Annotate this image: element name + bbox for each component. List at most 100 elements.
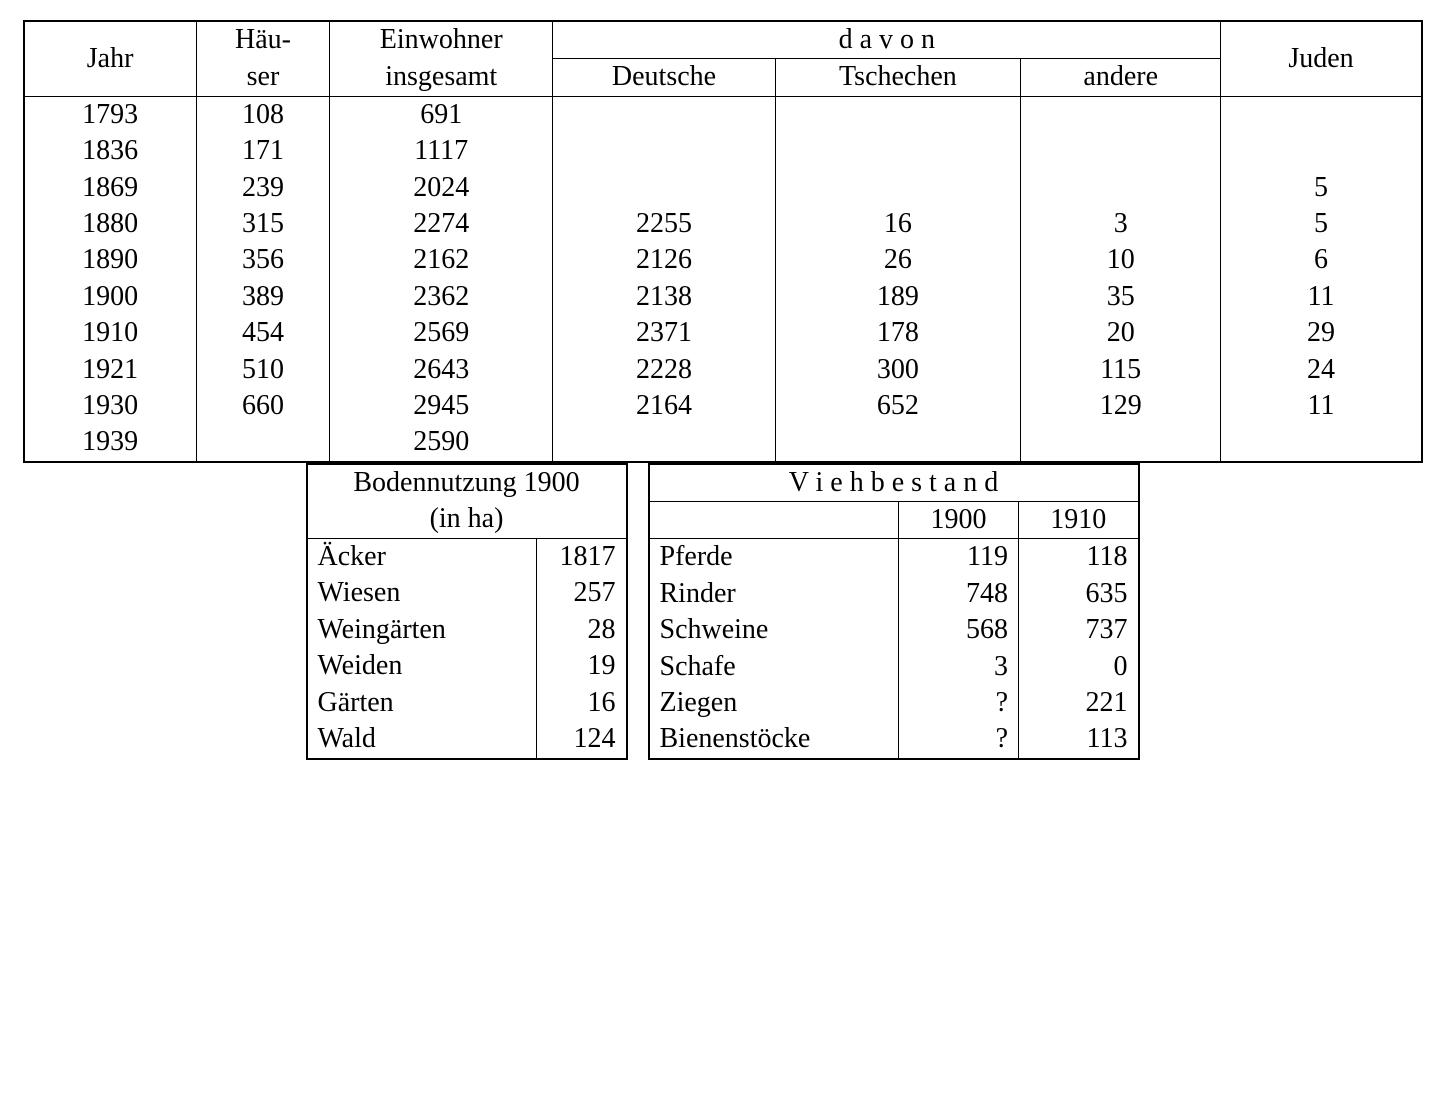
header-haeuser-2: ser [196, 59, 330, 96]
cell-einw: 2362 [330, 279, 553, 315]
table-row: 19215102643222830011524 [24, 352, 1422, 388]
boden-name: Gärten [307, 685, 537, 722]
boden-value: 257 [537, 575, 627, 612]
table-row: 1793108691 [24, 96, 1422, 133]
cell-jud [1221, 133, 1422, 169]
table-row: 1880315227422551635 [24, 206, 1422, 242]
cell-jud [1221, 96, 1422, 133]
cell-einw: 2945 [330, 388, 553, 424]
vieh-y1: 119 [899, 539, 1019, 576]
boden-title-row-2: (in ha) [307, 501, 627, 538]
header-juden: Juden [1221, 21, 1422, 96]
viehbestand-table: V i e h b e s t a n d 1900 1910 Pferde11… [648, 463, 1140, 760]
cell-tsch: 189 [775, 279, 1020, 315]
boden-title-1: Bodennutzung 1900 [307, 464, 627, 502]
header-haeuser-1: Häu- [196, 21, 330, 59]
cell-deut [553, 133, 776, 169]
bodennutzung-table: Bodennutzung 1900 (in ha) Äcker1817Wiese… [306, 463, 628, 760]
cell-deut: 2371 [553, 315, 776, 351]
boden-title-row-1: Bodennutzung 1900 [307, 464, 627, 502]
cell-haus: 660 [196, 388, 330, 424]
vieh-y2: 635 [1019, 576, 1139, 612]
table-row: 19392590 [24, 424, 1422, 461]
cell-jud: 5 [1221, 206, 1422, 242]
boden-value: 19 [537, 648, 627, 685]
boden-name: Wiesen [307, 575, 537, 612]
table-row: 1900389236221381893511 [24, 279, 1422, 315]
cell-deut [553, 96, 776, 133]
boden-name: Äcker [307, 538, 537, 575]
cell-jud: 5 [1221, 170, 1422, 206]
cell-and [1020, 424, 1221, 461]
header-tschechen: Tschechen [775, 59, 1020, 96]
boden-value: 28 [537, 612, 627, 649]
vieh-y1: ? [899, 685, 1019, 721]
cell-and [1020, 170, 1221, 206]
table-row: 19306602945216465212911 [24, 388, 1422, 424]
boden-value: 124 [537, 721, 627, 759]
vieh-year-2: 1910 [1019, 502, 1139, 539]
header-deutsche: Deutsche [553, 59, 776, 96]
header-einwohner-2: insgesamt [330, 59, 553, 96]
cell-haus: 315 [196, 206, 330, 242]
cell-and [1020, 96, 1221, 133]
vieh-name: Schafe [649, 649, 899, 685]
table-row: Rinder748635 [649, 576, 1139, 612]
cell-haus: 389 [196, 279, 330, 315]
boden-name: Weiden [307, 648, 537, 685]
vieh-year-row: 1900 1910 [649, 502, 1139, 539]
table-row: Wiesen257 [307, 575, 627, 612]
cell-deut: 2228 [553, 352, 776, 388]
cell-einw: 2024 [330, 170, 553, 206]
table-row: Weingärten28 [307, 612, 627, 649]
vieh-name: Bienenstöcke [649, 721, 899, 758]
header-andere: andere [1020, 59, 1221, 96]
cell-jahr: 1793 [24, 96, 197, 133]
cell-jahr: 1890 [24, 242, 197, 278]
boden-name: Wald [307, 721, 537, 759]
vieh-name: Schweine [649, 612, 899, 648]
vieh-title-row: V i e h b e s t a n d [649, 464, 1139, 502]
vieh-year-blank [649, 502, 899, 539]
cell-jahr: 1910 [24, 315, 197, 351]
vieh-name: Pferde [649, 539, 899, 576]
cell-jahr: 1921 [24, 352, 197, 388]
header-row-1: Jahr Häu- Einwohner d a v o n Juden [24, 21, 1422, 59]
cell-haus: 239 [196, 170, 330, 206]
vieh-y1: 568 [899, 612, 1019, 648]
table-row: 18361711117 [24, 133, 1422, 169]
vieh-y2: 0 [1019, 649, 1139, 685]
cell-tsch [775, 170, 1020, 206]
cell-haus: 454 [196, 315, 330, 351]
table-row: 18903562162212626106 [24, 242, 1422, 278]
cell-and: 10 [1020, 242, 1221, 278]
cell-tsch [775, 96, 1020, 133]
population-table: Jahr Häu- Einwohner d a v o n Juden ser … [23, 20, 1423, 463]
cell-and: 35 [1020, 279, 1221, 315]
vieh-title: V i e h b e s t a n d [649, 464, 1139, 502]
vieh-y2: 221 [1019, 685, 1139, 721]
cell-tsch: 26 [775, 242, 1020, 278]
table-row: Weiden19 [307, 648, 627, 685]
cell-deut [553, 424, 776, 461]
boden-name: Weingärten [307, 612, 537, 649]
cell-tsch: 300 [775, 352, 1020, 388]
vieh-name: Ziegen [649, 685, 899, 721]
cell-jud: 29 [1221, 315, 1422, 351]
cell-tsch: 652 [775, 388, 1020, 424]
header-davon: d a v o n [553, 21, 1221, 59]
cell-tsch [775, 133, 1020, 169]
cell-haus: 108 [196, 96, 330, 133]
cell-tsch: 178 [775, 315, 1020, 351]
cell-einw: 691 [330, 96, 553, 133]
table-row: 1910454256923711782029 [24, 315, 1422, 351]
cell-jahr: 1900 [24, 279, 197, 315]
cell-einw: 2274 [330, 206, 553, 242]
cell-and: 115 [1020, 352, 1221, 388]
cell-einw: 2162 [330, 242, 553, 278]
cell-jud: 24 [1221, 352, 1422, 388]
cell-haus [196, 424, 330, 461]
cell-einw: 2569 [330, 315, 553, 351]
cell-haus: 171 [196, 133, 330, 169]
cell-jahr: 1836 [24, 133, 197, 169]
